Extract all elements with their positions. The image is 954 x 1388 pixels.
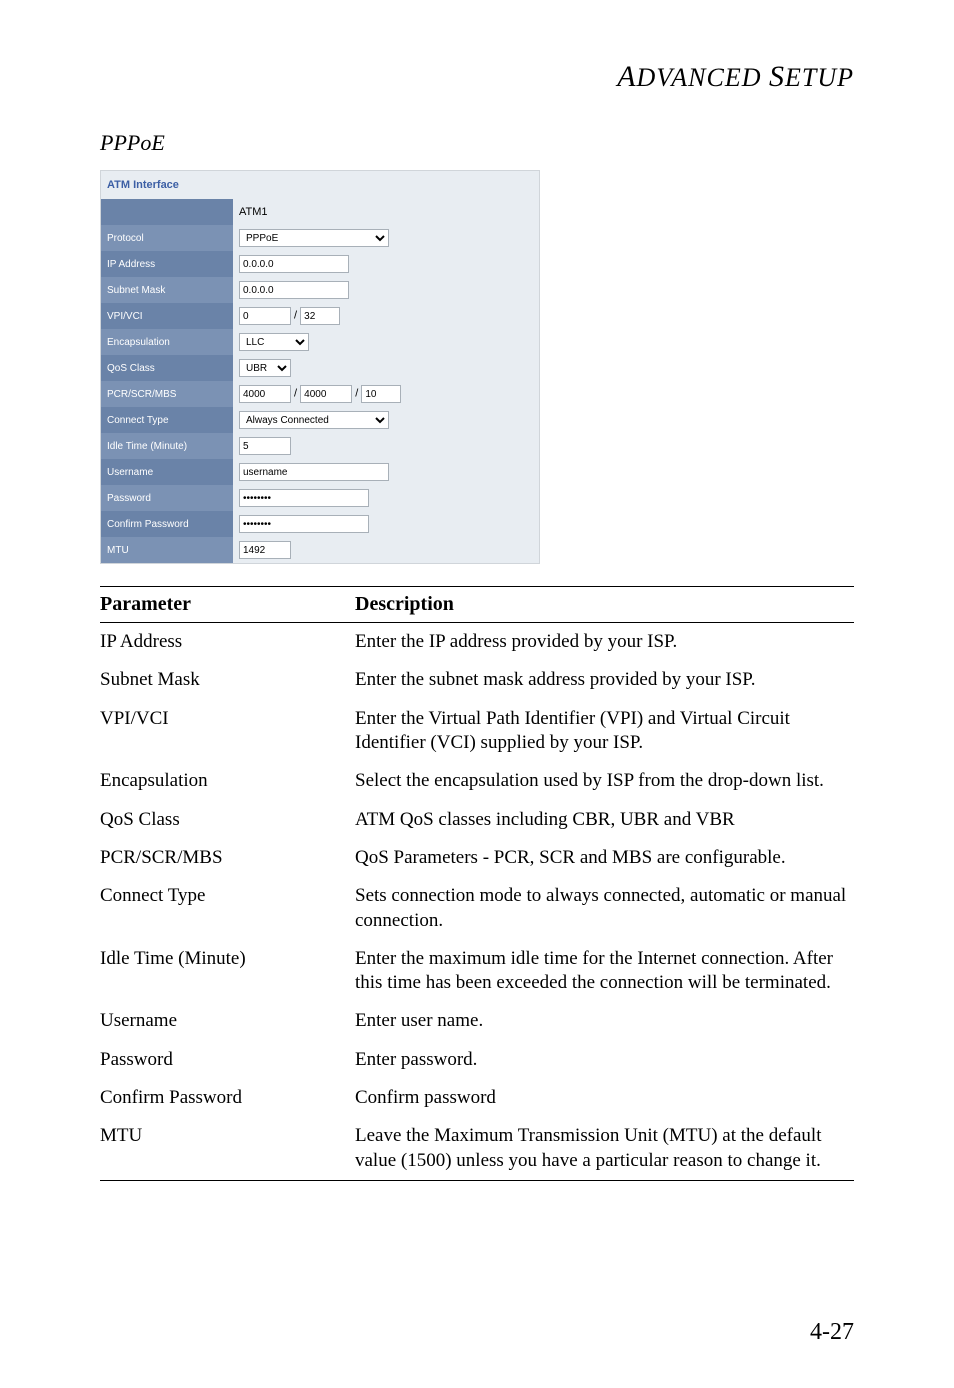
label-qos: QoS Class <box>101 355 233 381</box>
section-title: PPPoE <box>100 130 854 156</box>
param-desc: Sets connection mode to always connected… <box>355 877 854 940</box>
vpi-input[interactable] <box>239 307 291 325</box>
label-protocol: Protocol <box>101 225 233 251</box>
ip-input[interactable] <box>239 255 349 273</box>
param-desc: Confirm password <box>355 1079 854 1117</box>
mbs-input[interactable] <box>361 385 401 403</box>
subnet-input[interactable] <box>239 281 349 299</box>
param-desc: Leave the Maximum Transmission Unit (MTU… <box>355 1117 854 1180</box>
username-input[interactable] <box>239 463 389 481</box>
param-name: Encapsulation <box>100 762 355 800</box>
scr-input[interactable] <box>300 385 352 403</box>
header-description: Description <box>355 587 854 623</box>
atm-table: ATM1 Protocol PPPoE IP Address Subnet Ma… <box>101 199 539 563</box>
param-name: Password <box>100 1041 355 1079</box>
page-number: 4-27 <box>810 1319 854 1346</box>
label-pcr: PCR/SCR/MBS <box>101 381 233 407</box>
label-ip: IP Address <box>101 251 233 277</box>
param-desc: Enter user name. <box>355 1002 854 1040</box>
header-parameter: Parameter <box>100 587 355 623</box>
label-username: Username <box>101 459 233 485</box>
param-desc: Enter the subnet mask address provided b… <box>355 661 854 699</box>
protocol-select[interactable]: PPPoE <box>239 229 389 247</box>
mtu-input[interactable] <box>239 541 291 559</box>
page-header: ADVANCED SETUP <box>100 60 854 94</box>
label-password: Password <box>101 485 233 511</box>
password-input[interactable] <box>239 489 369 507</box>
param-desc: QoS Parameters - PCR, SCR and MBS are co… <box>355 839 854 877</box>
label-vpivci: VPI/VCI <box>101 303 233 329</box>
param-name: MTU <box>100 1117 355 1180</box>
connect-select[interactable]: Always Connected <box>239 411 389 429</box>
label-idle: Idle Time (Minute) <box>101 433 233 459</box>
label-encap: Encapsulation <box>101 329 233 355</box>
param-name: Connect Type <box>100 877 355 940</box>
param-name: PCR/SCR/MBS <box>100 839 355 877</box>
label-connect: Connect Type <box>101 407 233 433</box>
param-desc: ATM QoS classes including CBR, UBR and V… <box>355 801 854 839</box>
parameter-table: Parameter Description IP AddressEnter th… <box>100 586 854 1181</box>
param-name: VPI/VCI <box>100 700 355 763</box>
atm-interface-screenshot: ATM Interface ATM1 Protocol PPPoE IP Add… <box>100 170 540 564</box>
confirm-input[interactable] <box>239 515 369 533</box>
atm-name: ATM1 <box>233 199 539 225</box>
param-name: Confirm Password <box>100 1079 355 1117</box>
param-desc: Select the encapsulation used by ISP fro… <box>355 762 854 800</box>
idle-input[interactable] <box>239 437 291 455</box>
param-desc: Enter the Virtual Path Identifier (VPI) … <box>355 700 854 763</box>
param-name: Idle Time (Minute) <box>100 940 355 1003</box>
atm-title: ATM Interface <box>101 171 539 199</box>
label-mtu: MTU <box>101 537 233 563</box>
label-subnet: Subnet Mask <box>101 277 233 303</box>
encap-select[interactable]: LLC <box>239 333 309 351</box>
param-name: Subnet Mask <box>100 661 355 699</box>
param-desc: Enter the maximum idle time for the Inte… <box>355 940 854 1003</box>
param-desc: Enter the IP address provided by your IS… <box>355 623 854 662</box>
vci-input[interactable] <box>300 307 340 325</box>
parameter-table-body: IP AddressEnter the IP address provided … <box>100 623 854 1181</box>
param-name: QoS Class <box>100 801 355 839</box>
label-confirm: Confirm Password <box>101 511 233 537</box>
qos-select[interactable]: UBR <box>239 359 291 377</box>
pcr-input[interactable] <box>239 385 291 403</box>
param-name: Username <box>100 1002 355 1040</box>
param-desc: Enter password. <box>355 1041 854 1079</box>
param-name: IP Address <box>100 623 355 662</box>
